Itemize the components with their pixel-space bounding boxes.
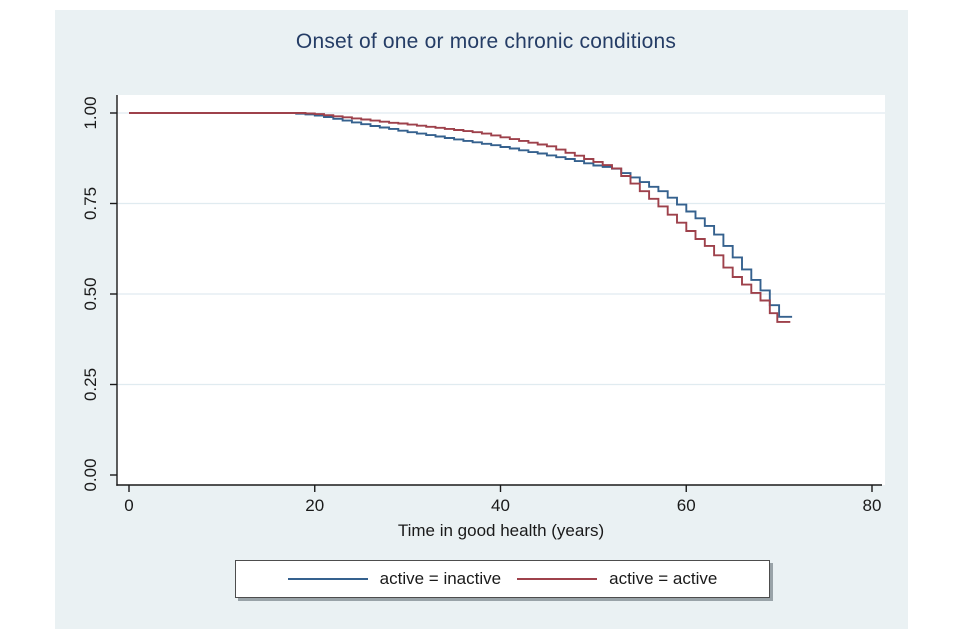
legend-item-inactive: active = inactive xyxy=(287,569,502,589)
legend-label-inactive: active = inactive xyxy=(379,569,502,588)
legend: active = inactive active = active xyxy=(235,560,770,598)
inactive-line-swatch-icon xyxy=(287,578,368,580)
plot-area xyxy=(117,95,885,485)
active-line-swatch-icon xyxy=(517,578,598,580)
legend-item-active: active = active xyxy=(517,569,717,589)
chart-title: Onset of one or more chronic conditions xyxy=(295,30,677,53)
x-axis-title: Time in good health (years) xyxy=(397,521,605,540)
legend-label-active: active = active xyxy=(609,569,718,588)
